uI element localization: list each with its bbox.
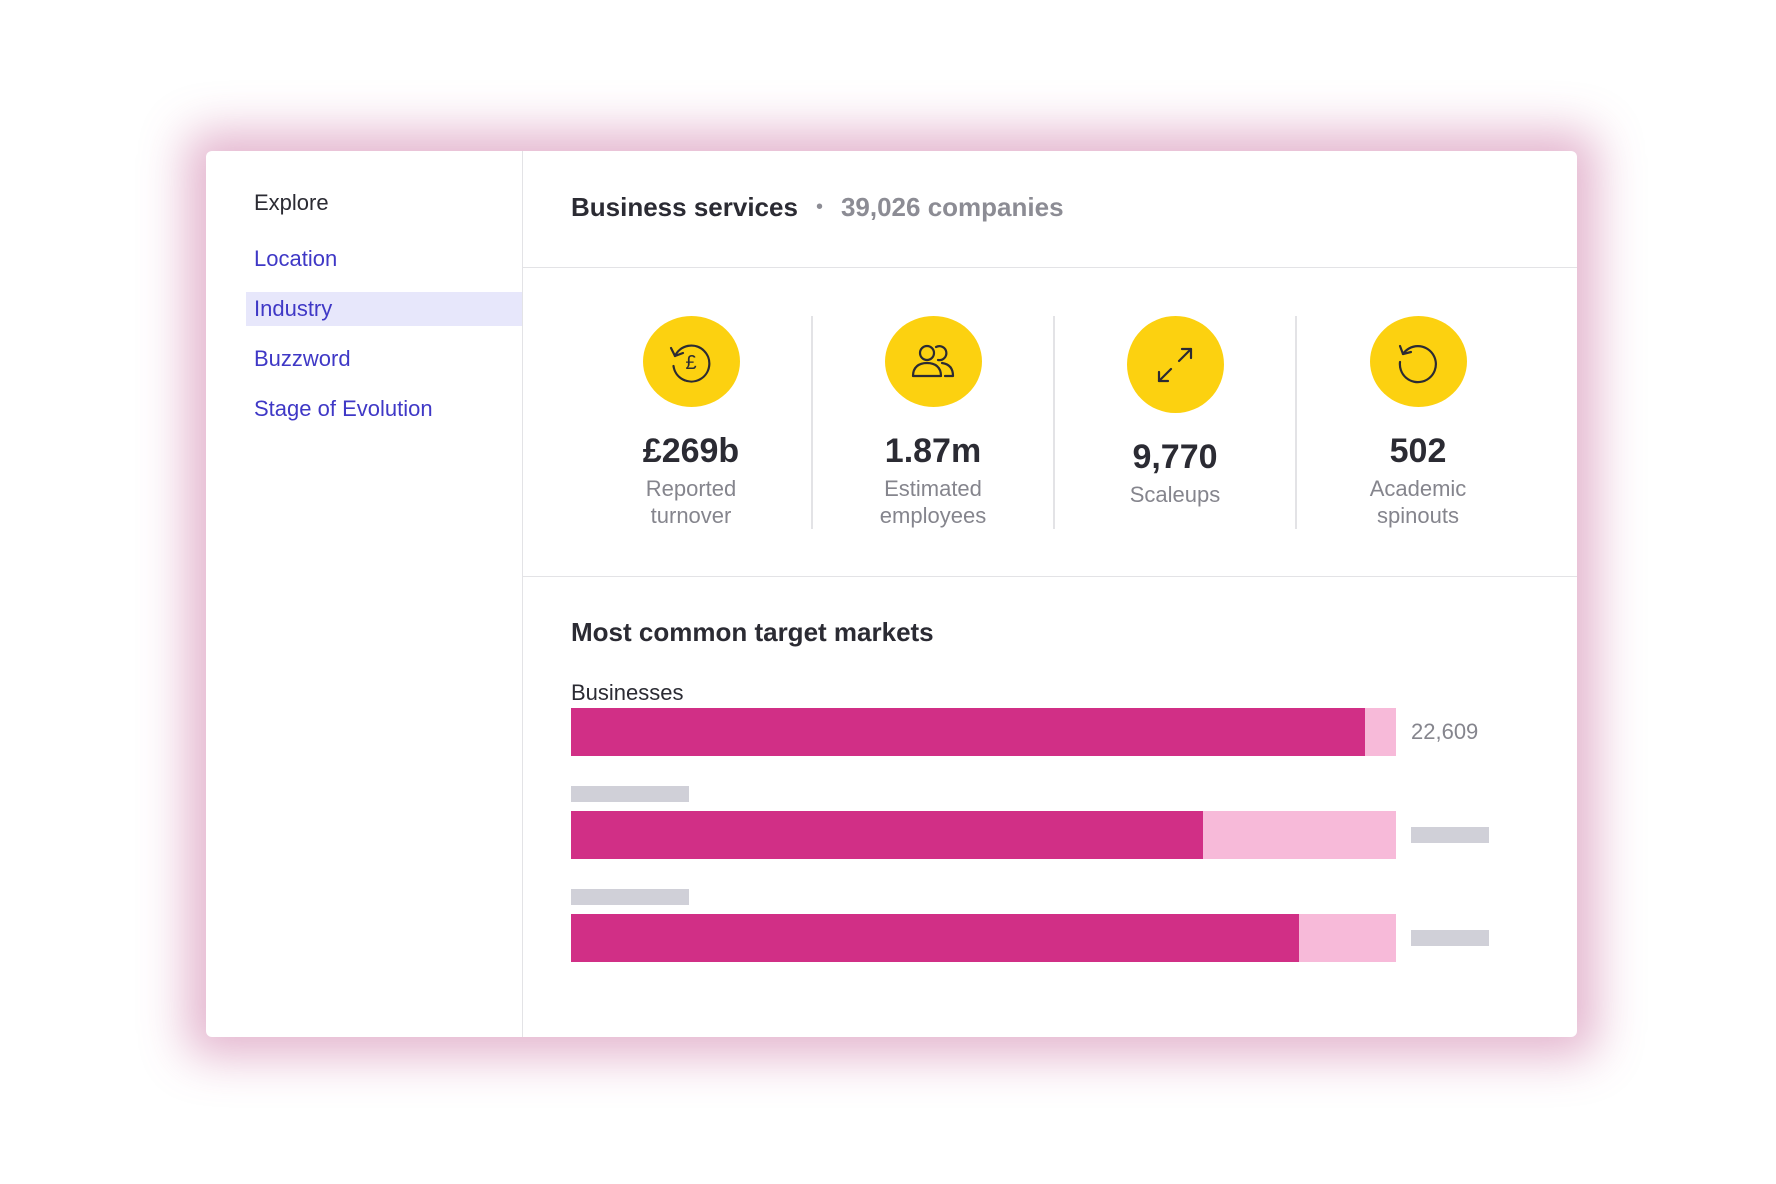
bar-row bbox=[571, 784, 1539, 887]
bar-value-placeholder bbox=[1411, 930, 1489, 946]
bar-track bbox=[571, 811, 1396, 859]
stat-label: Reported turnover bbox=[645, 476, 737, 528]
stat-label: Academic spinouts bbox=[1369, 476, 1467, 528]
stats-row: £ £269b Reported turnover 1.87m Estimate… bbox=[523, 268, 1577, 577]
stat-academic-spinouts: 502 Academic spinouts bbox=[1297, 316, 1539, 529]
expand-arrows-icon bbox=[1126, 316, 1224, 413]
stat-estimated-employees: 1.87m Estimated employees bbox=[813, 316, 1055, 529]
bar-fill bbox=[571, 914, 1300, 962]
target-markets-section: Most common target markets Businesses 22,… bbox=[523, 577, 1577, 990]
stat-label: Scaleups bbox=[1129, 482, 1221, 507]
header-separator: • bbox=[815, 195, 823, 218]
svg-text:£: £ bbox=[685, 352, 696, 374]
bar-value-label: 22,609 bbox=[1411, 719, 1479, 744]
bar-category-placeholder bbox=[571, 786, 689, 802]
stat-label: Estimated employees bbox=[879, 476, 987, 528]
page-title: Business services bbox=[571, 191, 798, 222]
sidebar-item-industry[interactable]: Industry bbox=[246, 292, 522, 326]
sidebar-item-buzzword[interactable]: Buzzword bbox=[254, 346, 351, 371]
page-header: Business services • 39,026 companies bbox=[523, 151, 1577, 268]
sidebar: Explore Location Industry Buzzword Stage… bbox=[206, 151, 523, 1037]
stat-value: £269b bbox=[642, 432, 740, 470]
sidebar-heading: Explore bbox=[254, 190, 329, 215]
main-panel: Business services • 39,026 companies £ £… bbox=[523, 151, 1577, 1037]
bar-track bbox=[571, 914, 1396, 962]
bar-row: Businesses 22,609 bbox=[571, 681, 1539, 784]
dashboard-card: Explore Location Industry Buzzword Stage… bbox=[206, 151, 1577, 1037]
bar-category-label: Businesses bbox=[571, 680, 684, 705]
stat-scaleups: 9,770 Scaleups bbox=[1055, 316, 1297, 529]
stat-value: 9,770 bbox=[1132, 438, 1218, 476]
target-markets-chart: Businesses 22,609 bbox=[571, 681, 1539, 990]
stat-value: 502 bbox=[1389, 432, 1447, 470]
bar-fill bbox=[571, 811, 1203, 859]
refresh-icon bbox=[1369, 316, 1467, 407]
stat-value: 1.87m bbox=[884, 432, 982, 470]
stat-reported-turnover: £ £269b Reported turnover bbox=[571, 316, 813, 529]
bar-row bbox=[571, 887, 1539, 990]
company-count: 39,026 companies bbox=[840, 191, 1064, 222]
bar-category-placeholder bbox=[571, 889, 689, 905]
people-icon bbox=[884, 316, 982, 407]
bar-fill bbox=[571, 708, 1365, 756]
bar-value-placeholder bbox=[1411, 827, 1489, 843]
bar-track bbox=[571, 708, 1396, 756]
pound-cycle-icon: £ bbox=[642, 316, 740, 407]
sidebar-item-stage-of-evolution[interactable]: Stage of Evolution bbox=[254, 396, 433, 421]
sidebar-item-location[interactable]: Location bbox=[254, 246, 338, 271]
section-title: Most common target markets bbox=[571, 617, 934, 647]
